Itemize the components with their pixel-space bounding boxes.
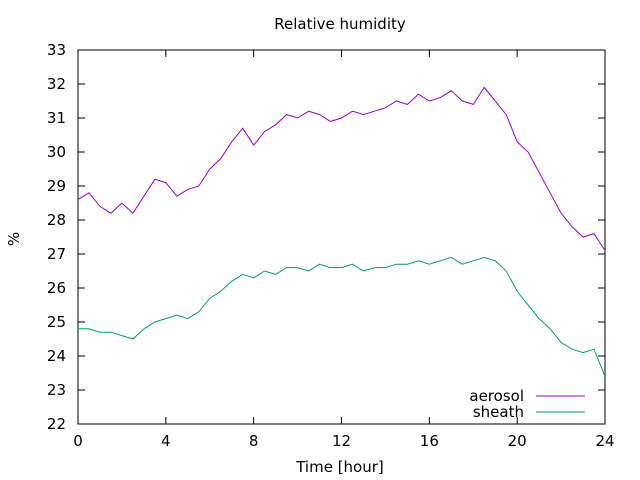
y-tick-label: 28 [47, 211, 66, 229]
x-tick-label: 4 [161, 432, 171, 450]
legend-label-sheath: sheath [473, 403, 524, 421]
y-tick-label: 23 [47, 381, 66, 399]
x-axis-label: Time [hour] [295, 458, 384, 476]
y-tick-label: 30 [47, 143, 66, 161]
x-tick-label: 12 [332, 432, 351, 450]
x-tick-label: 0 [73, 432, 83, 450]
y-axis-label: % [5, 232, 23, 246]
series-layer [77, 86, 606, 377]
y-tick-label: 24 [47, 347, 66, 365]
y-tick-label: 26 [47, 279, 66, 297]
chart-title: Relative humidity [274, 15, 406, 33]
series-line-aerosol [77, 86, 606, 251]
y-tick-label: 29 [47, 177, 66, 195]
x-tick-label: 24 [595, 432, 614, 450]
y-tick-label: 22 [47, 415, 66, 433]
legend-label-aerosol: aerosol [469, 387, 524, 405]
x-tick-label: 16 [420, 432, 439, 450]
y-tick-label: 33 [47, 41, 66, 59]
y-tick-label: 25 [47, 313, 66, 331]
x-tick-label: 8 [249, 432, 259, 450]
y-tick-label: 27 [47, 245, 66, 263]
plot-frame [77, 49, 606, 425]
series-line-sheath [78, 256, 606, 377]
axes: 0 4 8 12 16 20 24 22 23 24 25 26 27 28 29 30 31 32 33 [47, 41, 615, 450]
x-tick-label: 20 [508, 432, 527, 450]
y-tick-label: 31 [47, 109, 66, 127]
y-tick-label: 32 [47, 75, 66, 93]
